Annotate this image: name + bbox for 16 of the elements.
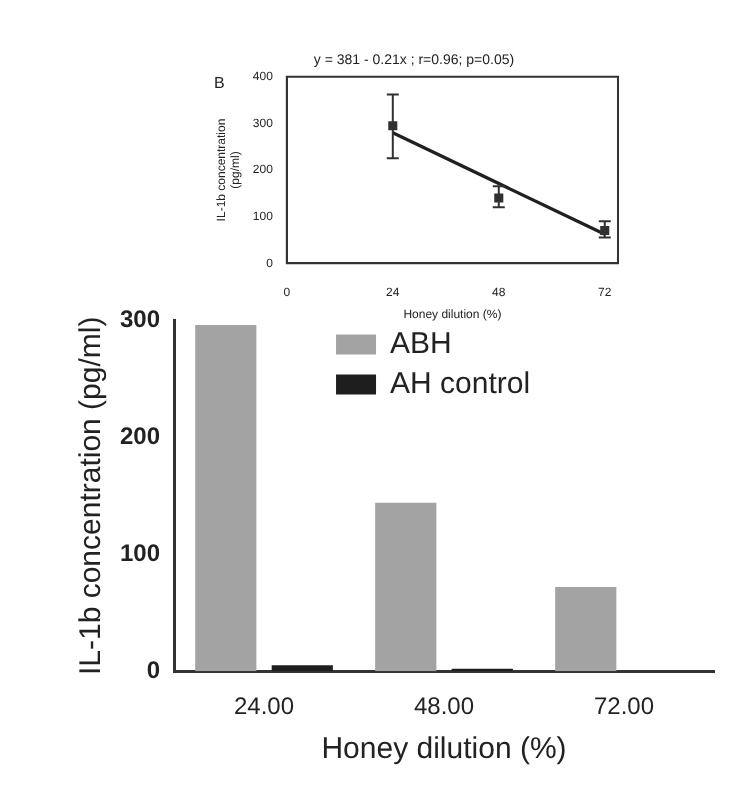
x-tick-label: 24.00 [234, 692, 295, 721]
bar [375, 502, 437, 672]
y-axis-title: IL-1b concentration (pg/ml) [74, 316, 109, 676]
y-tick-label: 0 [146, 655, 161, 684]
x-tick-label: 72.00 [593, 692, 655, 721]
legend-label: AH control [390, 366, 531, 401]
y-tick-label: 300 [119, 305, 161, 334]
y-tick-label: 200 [119, 421, 161, 450]
bar [555, 587, 617, 672]
bar [271, 665, 333, 672]
bar [195, 325, 257, 672]
x-tick-label: 48.00 [413, 692, 475, 721]
text: B [214, 74, 225, 92]
x-axis-title: Honey dilution (%) [321, 732, 567, 767]
legend-label: ABH [390, 326, 452, 361]
y-tick-label: 100 [119, 538, 161, 567]
